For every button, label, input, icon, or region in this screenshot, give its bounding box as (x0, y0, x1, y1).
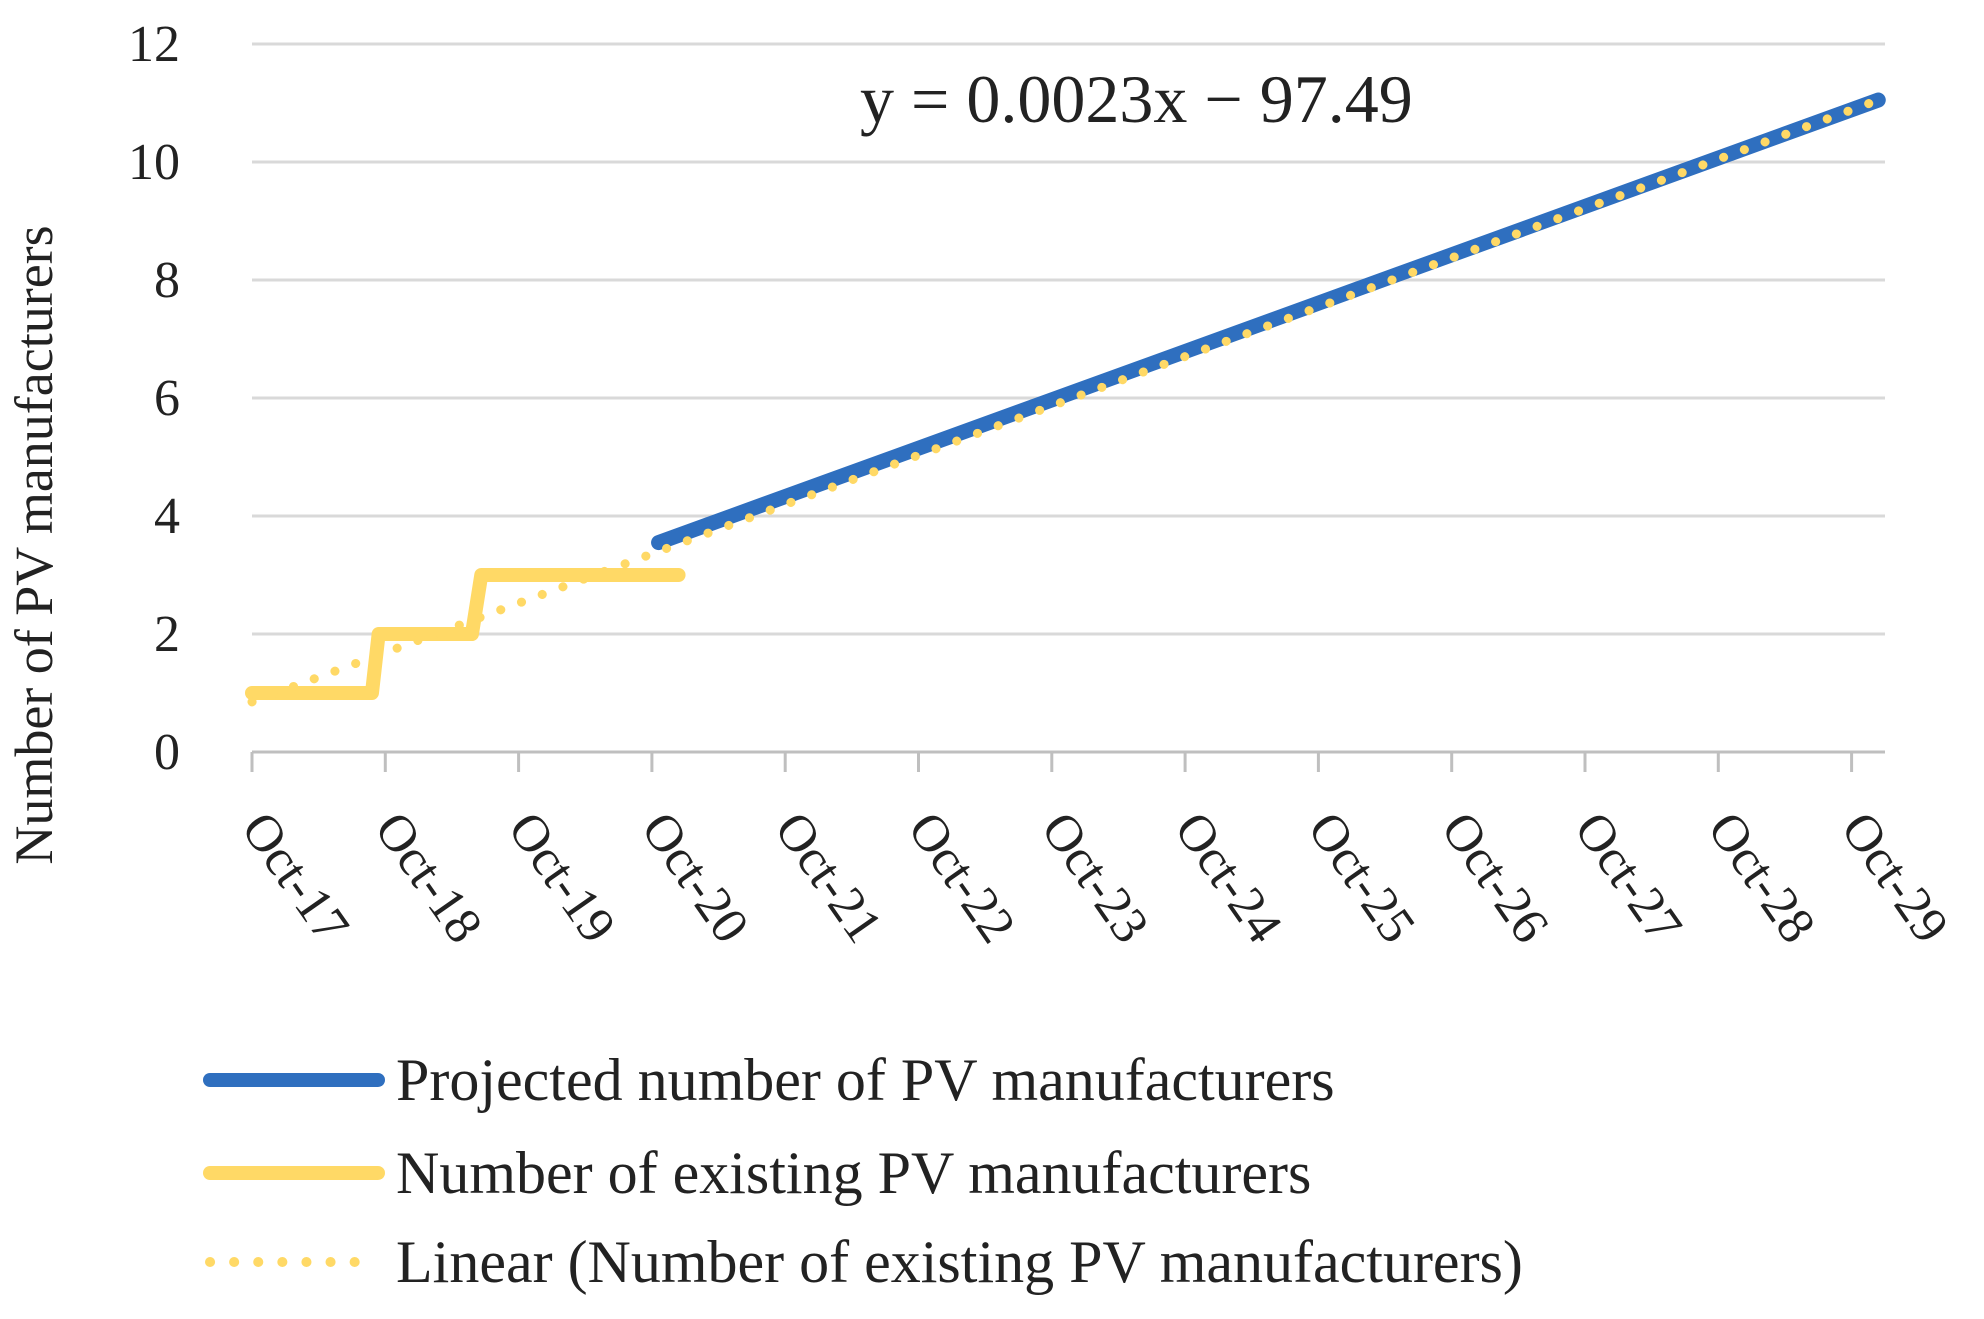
series-layer (245, 92, 1886, 707)
y-axis-title: Number of PV manufacturers (4, 225, 64, 864)
x-tick-label: Oct-23 (1030, 802, 1160, 953)
series-existing-pv-manufacturers (245, 568, 686, 700)
trendline-equation: y = 0.0023x − 97.49 (860, 61, 1413, 137)
x-tick-label: Oct-25 (1297, 802, 1427, 953)
series-linear-trendline (247, 95, 1883, 707)
y-tick-label: 0 (154, 724, 180, 781)
legend: Projected number of PV manufacturers Numb… (203, 1047, 1523, 1295)
legend-label: Number of existing PV manufacturers (396, 1140, 1311, 1206)
series-projected-pv-manufacturers (651, 92, 1886, 551)
x-tick-label: Oct-22 (897, 802, 1027, 953)
y-tick-label: 2 (154, 606, 180, 663)
y-tick-label: 12 (128, 16, 180, 73)
x-tick-label: Oct-29 (1830, 802, 1960, 953)
x-tick-label: Oct-26 (1430, 802, 1560, 953)
y-tick-label: 4 (154, 488, 180, 545)
y-tick-label: 10 (128, 134, 180, 191)
legend-label: Projected number of PV manufacturers (396, 1047, 1335, 1113)
x-tick-label: Oct-27 (1563, 802, 1693, 953)
x-tick-label: Oct-19 (497, 802, 627, 953)
y-tick-label: 8 (154, 252, 180, 309)
x-tick-label: Oct-17 (230, 802, 360, 953)
x-tick-label: Oct-21 (763, 802, 893, 953)
legend-label: Linear (Number of existing PV manufactur… (396, 1229, 1523, 1295)
x-tick-label: Oct-24 (1163, 802, 1293, 953)
x-tick-label: Oct-18 (363, 802, 493, 953)
x-tick-label: Oct-28 (1696, 802, 1826, 953)
x-tick-label: Oct-20 (630, 802, 760, 953)
y-tick-label: 6 (154, 370, 180, 427)
